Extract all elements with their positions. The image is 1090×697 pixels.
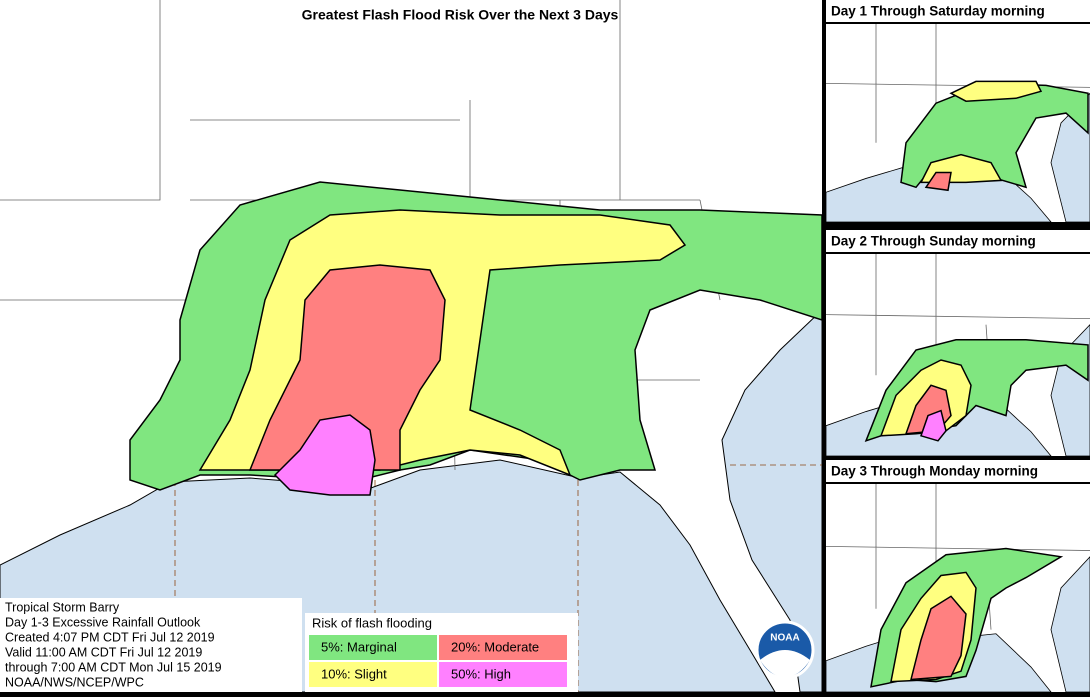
info-background — [0, 598, 302, 692]
panel-atlantic — [1050, 556, 1090, 693]
side-panel: Day 3 Through Monday morning — [825, 460, 1090, 693]
panel-map — [825, 254, 1090, 457]
panel-header — [826, 0, 1090, 22]
legend: Risk of flash flooding 5%: Marginal 10%: … — [305, 613, 578, 692]
info-line: Day 1-3 Excessive Rainfall Outlook — [5, 615, 201, 629]
legend-label: 10%: Slight — [321, 666, 387, 681]
info-line: Created 4:07 PM CDT Fri Jul 12 2019 — [5, 630, 215, 644]
panel-header — [826, 460, 1090, 482]
legend-swatch — [439, 635, 567, 660]
risk-high — [273, 414, 376, 496]
legend-title: Risk of flash flooding — [312, 615, 432, 630]
legend-items: 5%: Marginal 10%: Slight 20%: Moderate 50%:… — [309, 635, 567, 687]
info-line: Valid 11:00 AM CDT Fri Jul 12 2019 — [5, 645, 202, 659]
panel-risk-area — [920, 409, 947, 442]
panel-title: Day 3 Through Monday morning — [831, 464, 1038, 479]
panel-risk-area — [924, 171, 952, 192]
info-line: Tropical Storm Barry — [5, 600, 120, 614]
panel-borders — [825, 484, 1090, 630]
info-line: NOAA/NWS/NCEP/WPC — [5, 675, 144, 689]
side-panel: Day 1 Through Saturday morning — [825, 0, 1090, 223]
legend-label: 20%: Moderate — [451, 639, 539, 654]
side-panels: Day 1 Through Saturday morning Day 2 Thro… — [825, 0, 1090, 693]
panel-title: Day 1 Through Saturday morning — [831, 4, 1045, 19]
panel-map — [825, 484, 1090, 693]
risk-moderate — [248, 264, 446, 471]
panel-risk-area — [910, 595, 967, 681]
panel-map — [825, 24, 1090, 223]
map-title: Greatest Flash Flood Risk Over the Next … — [302, 7, 619, 23]
legend-label: 5%: Marginal — [321, 639, 397, 654]
legend-swatch — [309, 662, 437, 687]
legend-swatch — [309, 635, 437, 660]
logo-wave — [760, 650, 810, 678]
panel-title: Day 2 Through Sunday morning — [831, 234, 1036, 249]
main-map: Greatest Flash Flood Risk Over the Next … — [0, 0, 823, 693]
panel-borders — [825, 24, 1090, 163]
logo-text: NOAA — [770, 633, 799, 644]
side-panel: Day 2 Through Sunday morning — [825, 230, 1090, 457]
noaa-logo: NOAA — [755, 620, 815, 680]
legend-swatch — [439, 662, 567, 687]
panel-header — [826, 230, 1090, 252]
legend-label: 50%: High — [451, 666, 511, 681]
panel-borders — [825, 254, 1090, 396]
info-line: through 7:00 AM CDT Mon Jul 15 2019 — [5, 660, 222, 674]
panel-risk-area — [949, 80, 1043, 102]
